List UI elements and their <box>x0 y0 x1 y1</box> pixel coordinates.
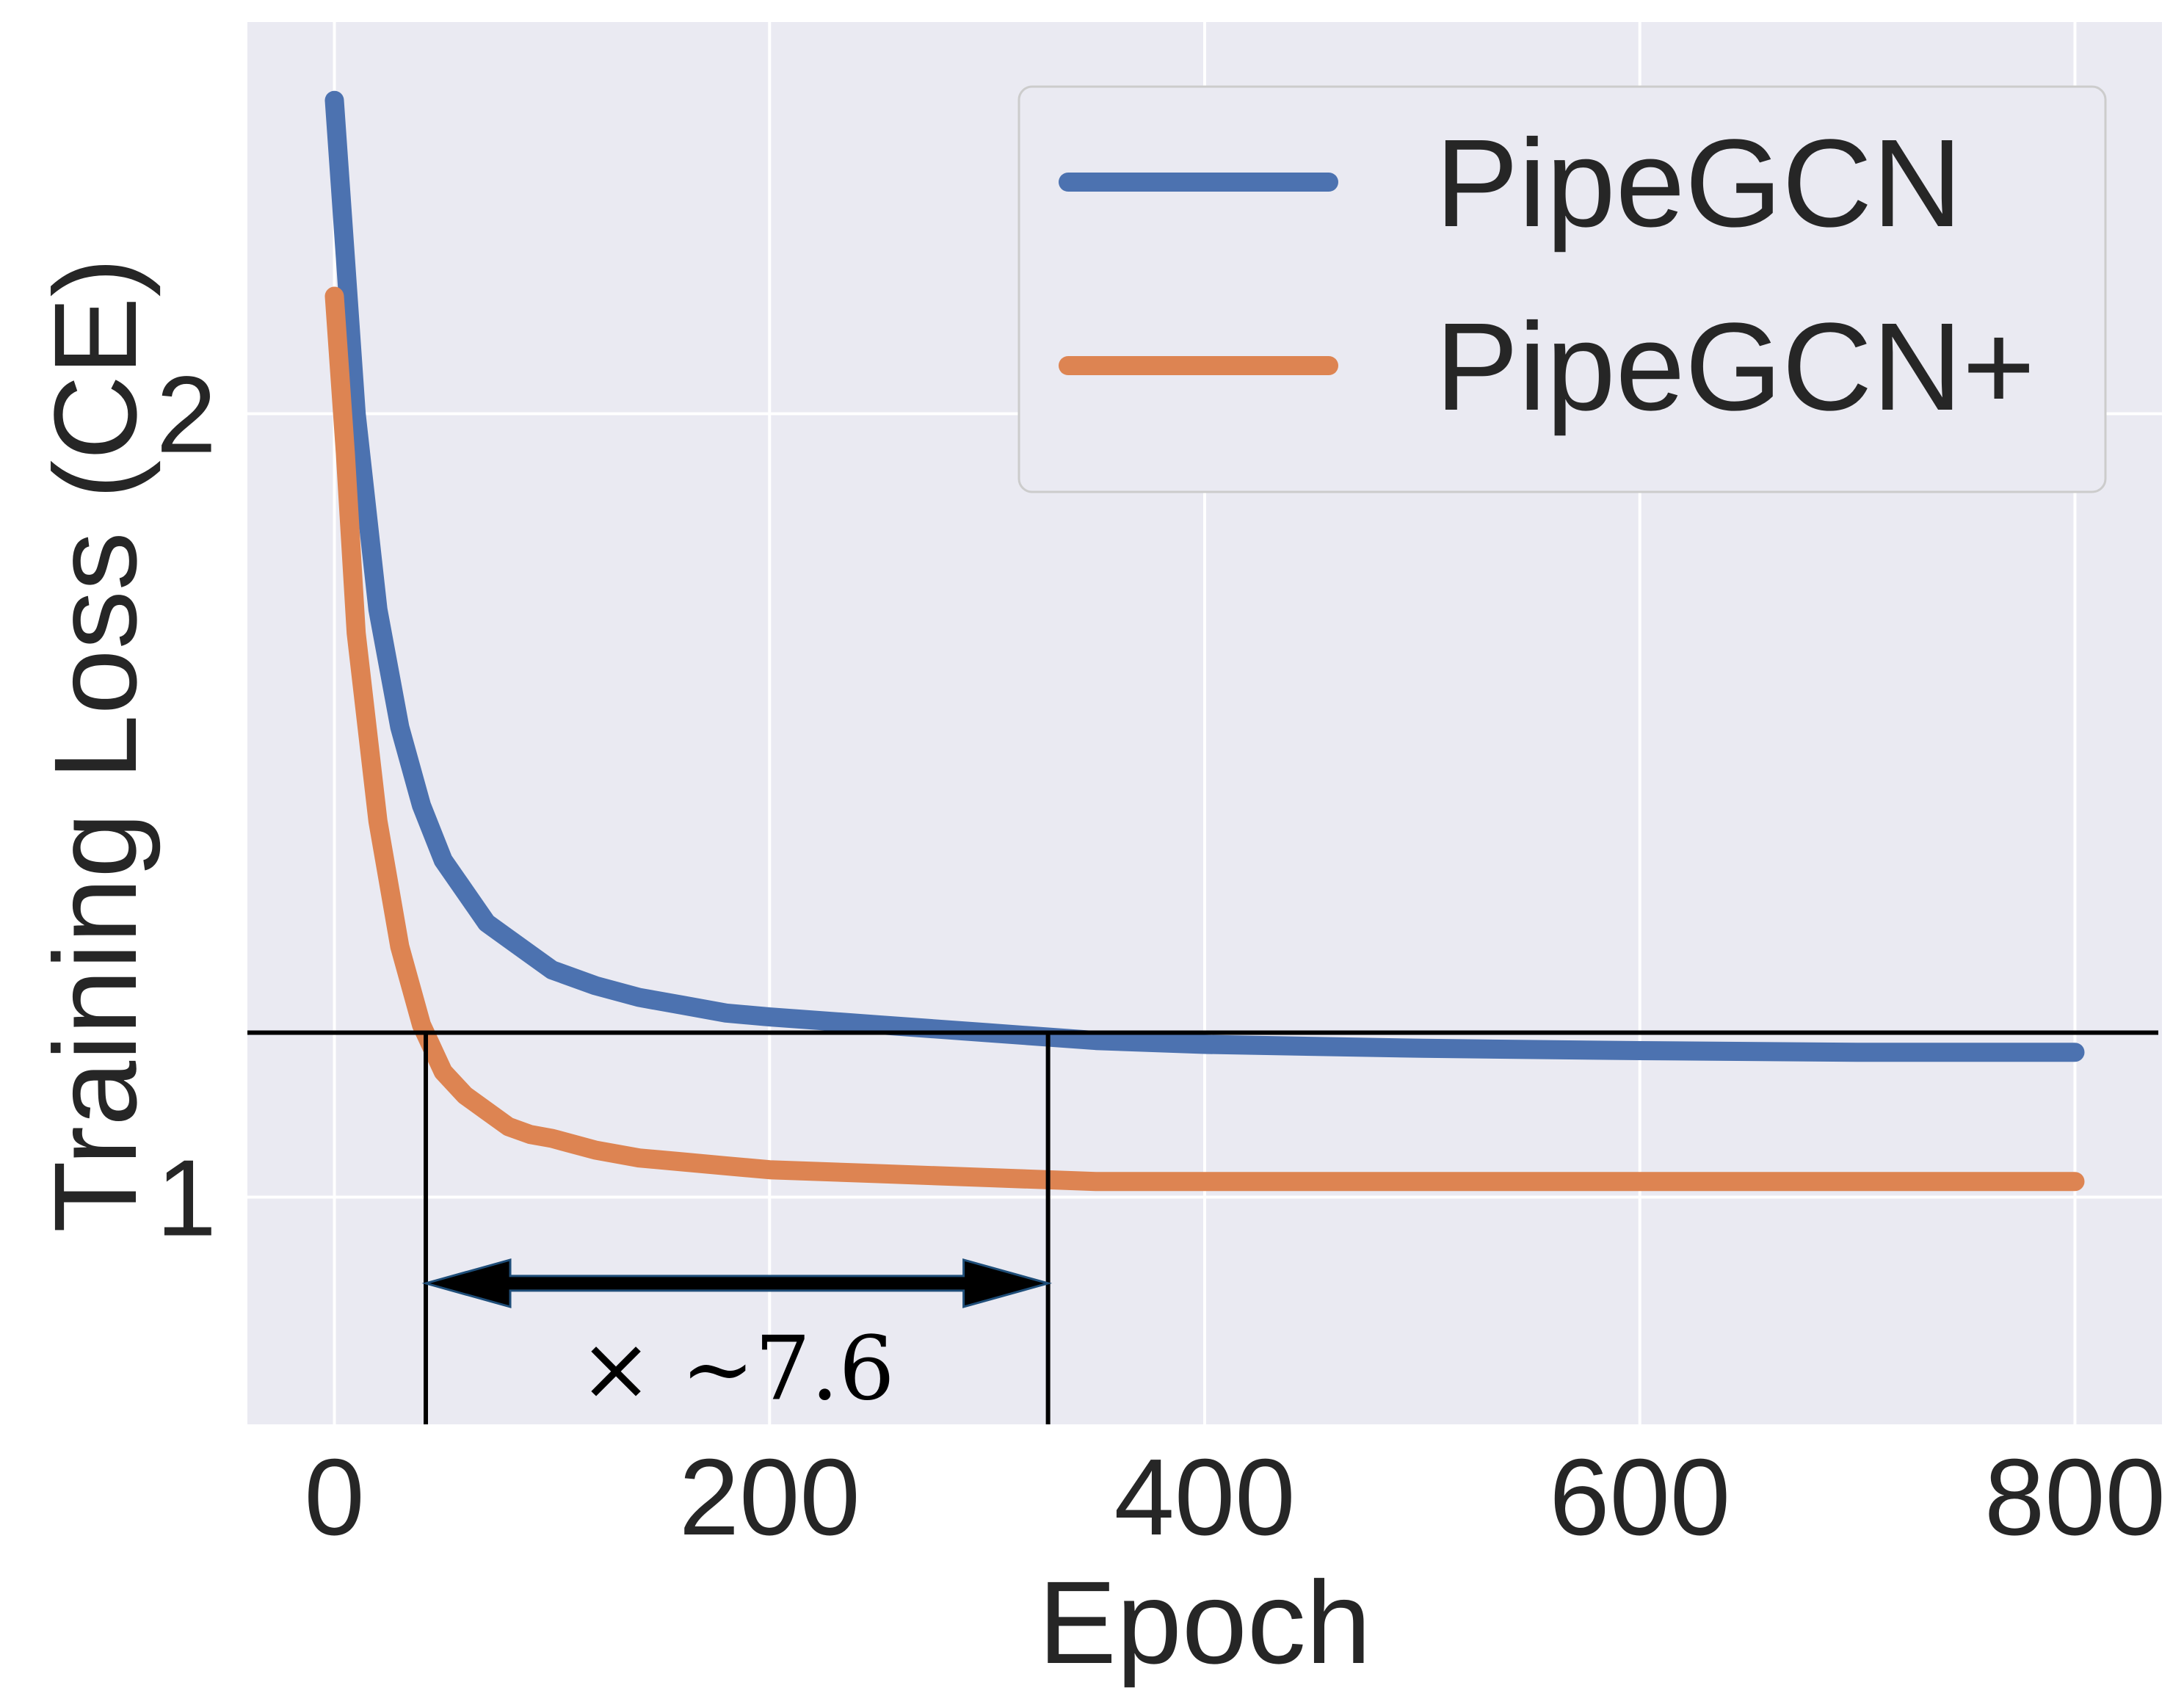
speedup-arrow <box>421 1258 1053 1308</box>
speedup-label: × ~7.6 <box>579 1318 895 1420</box>
legend: PipeGCN PipeGCN+ <box>1017 85 2107 493</box>
y-axis-title: Training Loss (CE) <box>29 258 161 1233</box>
y-tick-label: 2 <box>156 355 217 476</box>
annotation-layer: × ~7.6 <box>247 1030 2158 1424</box>
legend-label: PipeGCN+ <box>1435 297 2035 437</box>
series-line-pipegcn-plus <box>324 286 2085 1192</box>
tick-label-layer: 0 200 400 600 800 1 2 <box>156 355 2166 1558</box>
x-tick-label: 800 <box>1984 1437 2166 1558</box>
series-line-pipegcn <box>324 90 2085 1062</box>
legend-label: PipeGCN <box>1435 114 1962 253</box>
x-tick-label: 0 <box>304 1437 364 1558</box>
x-tick-label: 200 <box>679 1437 860 1558</box>
series-layer <box>324 90 2085 1192</box>
x-tick-label: 400 <box>1114 1437 1296 1558</box>
x-axis-title: Epoch <box>1038 1557 1371 1688</box>
y-tick-label: 1 <box>156 1138 217 1259</box>
x-tick-label: 600 <box>1549 1437 1730 1558</box>
